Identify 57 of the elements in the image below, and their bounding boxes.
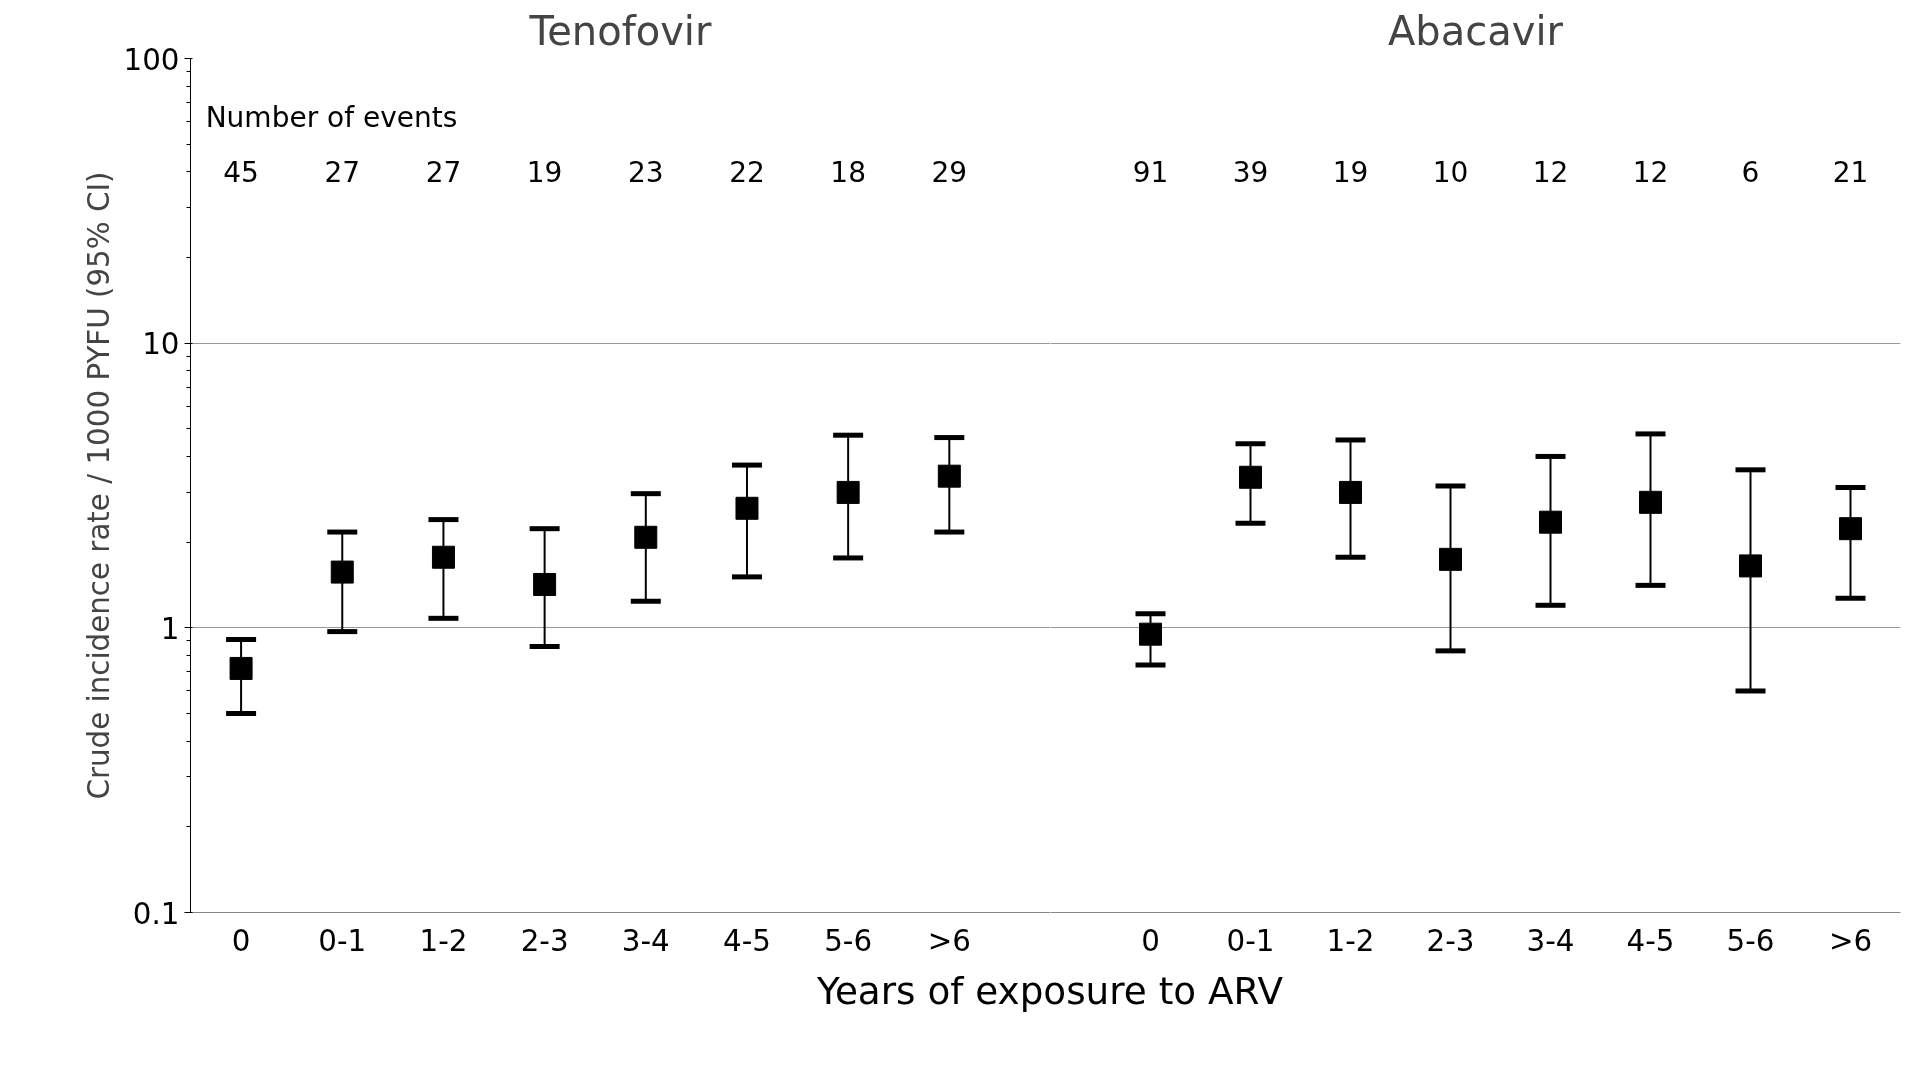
x-tick-label: 0-1 bbox=[318, 923, 367, 958]
x-tick-label: 4-5 bbox=[1626, 923, 1675, 958]
point bbox=[1639, 490, 1662, 514]
annotation: 45 bbox=[223, 156, 259, 190]
y-tick-label: 0.1 bbox=[132, 896, 180, 931]
point bbox=[431, 545, 455, 569]
x-tick-label: 1-2 bbox=[1326, 923, 1375, 958]
y-tick-label: 1 bbox=[160, 611, 180, 646]
y-tick-label: 100 bbox=[123, 42, 180, 77]
x-tick-label: 2-3 bbox=[520, 923, 569, 958]
point bbox=[1739, 554, 1762, 578]
x-tick-label: 0 bbox=[231, 923, 251, 958]
annotation: 19 bbox=[526, 156, 563, 190]
annotation: 6 bbox=[1741, 156, 1760, 190]
point bbox=[1439, 547, 1462, 571]
x-tick-label: >6 bbox=[927, 923, 971, 958]
point bbox=[735, 496, 759, 520]
point bbox=[1239, 465, 1262, 489]
annotation: 21 bbox=[1832, 156, 1869, 190]
annotation: 39 bbox=[1232, 156, 1269, 190]
x-tick-label: 4-5 bbox=[723, 923, 771, 958]
x-tick-label: 3-4 bbox=[1526, 923, 1575, 958]
y-tick-label: 10 bbox=[142, 327, 180, 362]
point bbox=[1339, 480, 1362, 504]
point bbox=[836, 480, 860, 504]
x-tick-label: 0 bbox=[1141, 923, 1160, 958]
annotation: 29 bbox=[931, 156, 968, 190]
point bbox=[937, 464, 961, 488]
x-tick-label: 0-1 bbox=[1226, 923, 1275, 958]
x-tick-label: 5-6 bbox=[1726, 923, 1775, 958]
annotation: 22 bbox=[729, 156, 765, 190]
annotation: 27 bbox=[425, 156, 462, 190]
point bbox=[229, 656, 253, 680]
point bbox=[1139, 622, 1162, 646]
annotation: 23 bbox=[627, 156, 664, 190]
x-tick-label: 5-6 bbox=[824, 923, 873, 958]
x-tick-label: 3-4 bbox=[621, 923, 670, 958]
x-tick-label: 2-3 bbox=[1426, 923, 1475, 958]
annotation: Number of events bbox=[205, 101, 458, 135]
x-axis-title: Years of exposure to ARV bbox=[817, 968, 1283, 1015]
point bbox=[1839, 517, 1862, 541]
annotation: 19 bbox=[1332, 156, 1369, 190]
annotation: 10 bbox=[1432, 156, 1469, 190]
point bbox=[1539, 510, 1562, 534]
y-axis-title: Crude incidence rate / 1000 PYFU (95% CI) bbox=[81, 171, 116, 800]
point bbox=[533, 572, 557, 596]
x-tick-label: >6 bbox=[1828, 923, 1873, 958]
point bbox=[330, 560, 354, 584]
annotation: 12 bbox=[1632, 156, 1669, 190]
annotation: 27 bbox=[324, 156, 361, 190]
chart-title: Abacavir bbox=[1388, 7, 1564, 54]
x-tick-label: 1-2 bbox=[419, 923, 468, 958]
annotation: 91 bbox=[1132, 156, 1169, 190]
annotation: 12 bbox=[1532, 156, 1569, 190]
chart-title: Tenofovir bbox=[528, 7, 712, 54]
point bbox=[634, 525, 658, 549]
annotation: 18 bbox=[830, 156, 866, 190]
